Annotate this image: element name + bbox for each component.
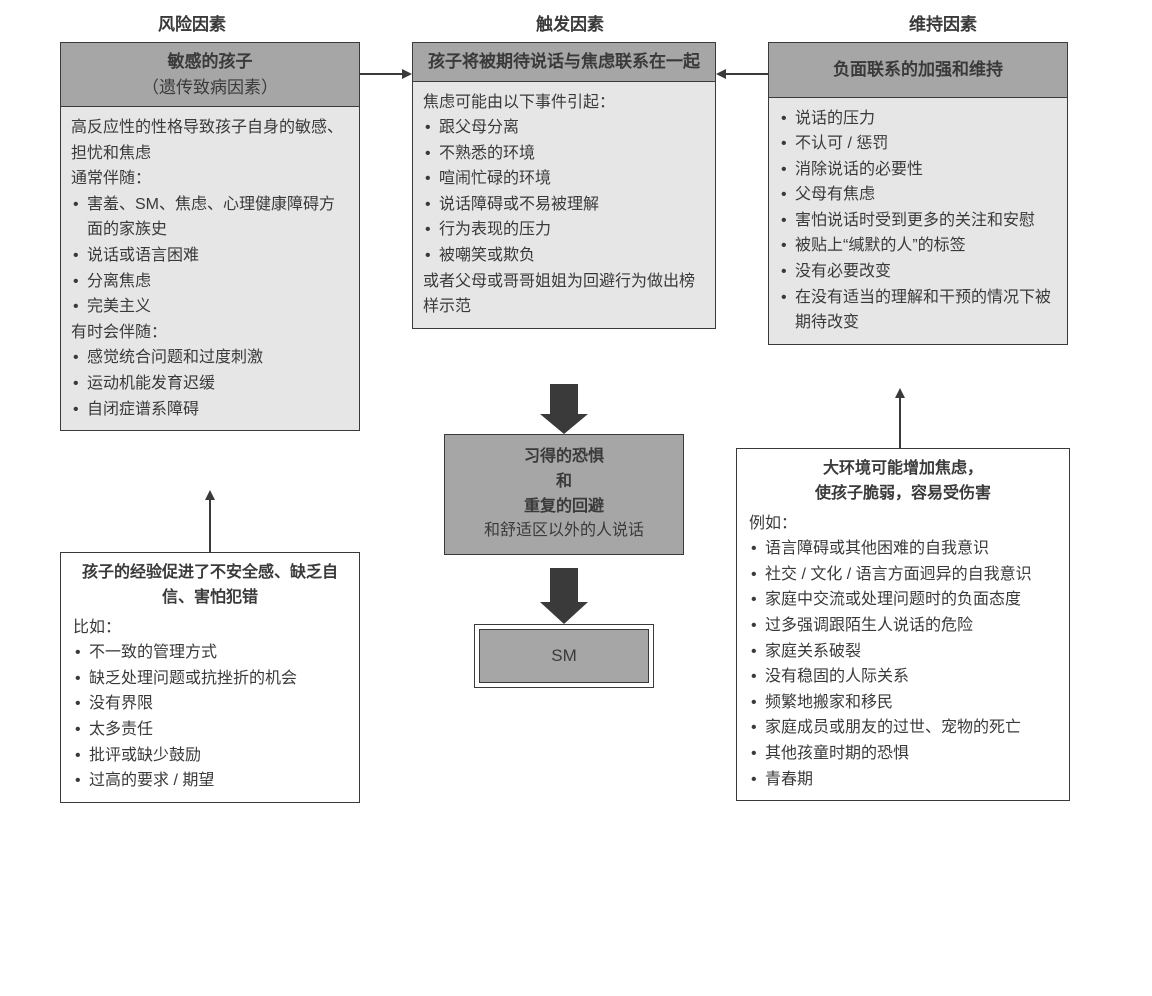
list-item: 没有界限 <box>73 691 347 717</box>
maintain-box: 负面联系的加强和维持 说话的压力 不认可 / 惩罚 消除说话的必要性 父母有焦虑… <box>768 42 1068 345</box>
list-item: 语言障碍或其他困难的自我意识 <box>749 536 1057 562</box>
list-item: 不一致的管理方式 <box>73 640 347 666</box>
list-item: 过多强调跟陌生人说话的危险 <box>749 613 1057 639</box>
column-label-risk: 风险因素 <box>142 10 242 35</box>
experience-title: 孩子的经验促进了不安全感、缺乏自信、害怕犯错 <box>73 561 347 611</box>
risk-box-header: 敏感的孩子 （遗传致病因素） <box>61 43 359 107</box>
experience-box: 孩子的经验促进了不安全感、缺乏自信、害怕犯错 比如： 不一致的管理方式 缺乏处理… <box>60 552 360 803</box>
maintain-box-body: 说话的压力 不认可 / 惩罚 消除说话的必要性 父母有焦虑 害怕说话时受到更多的… <box>769 98 1067 344</box>
list-item: 被贴上“缄默的人”的标签 <box>779 233 1057 259</box>
arrow-trigger-to-fear <box>540 384 588 434</box>
risk-title: 敏感的孩子 <box>69 49 351 75</box>
fear-box: 习得的恐惧 和 重复的回避 和舒适区以外的人说话 <box>444 434 684 555</box>
list-item: 完美主义 <box>71 294 349 320</box>
risk-subtitle: （遗传致病因素） <box>69 75 351 101</box>
risk-box-body: 高反应性的性格导致孩子自身的敏感、担忧和焦虑 通常伴随： 害羞、SM、焦虑、心理… <box>61 107 359 430</box>
list-item: 被嘲笑或欺负 <box>423 243 705 269</box>
sm-label: SM <box>479 629 649 683</box>
risk-sometimes-list: 感觉统合问题和过度刺激 运动机能发育迟缓 自闭症谱系障碍 <box>71 345 349 422</box>
list-item: 分离焦虑 <box>71 269 349 295</box>
column-label-maintain: 维持因素 <box>893 10 993 35</box>
list-item: 家庭关系破裂 <box>749 639 1057 665</box>
fear-l3: 重复的回避 <box>453 495 675 520</box>
list-item: 没有稳固的人际关系 <box>749 664 1057 690</box>
fear-l1: 习得的恐惧 <box>453 445 675 470</box>
environment-title-l1: 大环境可能增加焦虑， <box>823 460 983 477</box>
trigger-box-header: 孩子将被期待说话与焦虑联系在一起 <box>413 43 715 82</box>
list-item: 害羞、SM、焦虑、心理健康障碍方面的家族史 <box>71 192 349 243</box>
list-item: 其他孩童时期的恐惧 <box>749 741 1057 767</box>
list-item: 不熟悉的环境 <box>423 141 705 167</box>
environment-lead: 例如： <box>749 511 1057 537</box>
list-item: 不认可 / 惩罚 <box>779 131 1057 157</box>
list-item: 没有必要改变 <box>779 259 1057 285</box>
list-item: 缺乏处理问题或抗挫折的机会 <box>73 666 347 692</box>
maintain-list: 说话的压力 不认可 / 惩罚 消除说话的必要性 父母有焦虑 害怕说话时受到更多的… <box>779 106 1057 336</box>
risk-box: 敏感的孩子 （遗传致病因素） 高反应性的性格导致孩子自身的敏感、担忧和焦虑 通常… <box>60 42 360 431</box>
trigger-outro: 或者父母或哥哥姐姐为回避行为做出榜样示范 <box>423 269 705 320</box>
list-item: 说话或语言困难 <box>71 243 349 269</box>
risk-intro: 高反应性的性格导致孩子自身的敏感、担忧和焦虑 <box>71 115 349 166</box>
list-item: 在没有适当的理解和干预的情况下被期待改变 <box>779 285 1057 336</box>
list-item: 青春期 <box>749 767 1057 793</box>
column-label-trigger: 触发因素 <box>520 10 620 35</box>
list-item: 家庭中交流或处理问题时的负面态度 <box>749 587 1057 613</box>
list-item: 运动机能发育迟缓 <box>71 371 349 397</box>
list-item: 家庭成员或朋友的过世、宠物的死亡 <box>749 715 1057 741</box>
list-item: 自闭症谱系障碍 <box>71 397 349 423</box>
diagram-canvas: 风险因素 触发因素 维持因素 敏感的孩子 （遗传致病因素） 高反应性的性格导致孩… <box>0 0 1152 996</box>
experience-lead: 比如： <box>73 615 347 641</box>
list-item: 过高的要求 / 期望 <box>73 768 347 794</box>
list-item: 行为表现的压力 <box>423 217 705 243</box>
list-item: 父母有焦虑 <box>779 182 1057 208</box>
environment-title-l2: 使孩子脆弱，容易受伤害 <box>815 485 991 502</box>
list-item: 消除说话的必要性 <box>779 157 1057 183</box>
environment-box: 大环境可能增加焦虑， 使孩子脆弱，容易受伤害 例如： 语言障碍或其他困难的自我意… <box>736 448 1070 801</box>
arrow-fear-to-sm <box>540 568 588 624</box>
list-item: 说话的压力 <box>779 106 1057 132</box>
list-item: 喧闹忙碌的环境 <box>423 166 705 192</box>
maintain-box-header: 负面联系的加强和维持 <box>769 43 1067 98</box>
trigger-box: 孩子将被期待说话与焦虑联系在一起 焦虑可能由以下事件引起： 跟父母分离 不熟悉的… <box>412 42 716 329</box>
list-item: 害怕说话时受到更多的关注和安慰 <box>779 208 1057 234</box>
list-item: 感觉统合问题和过度刺激 <box>71 345 349 371</box>
environment-list: 语言障碍或其他困难的自我意识 社交 / 文化 / 语言方面迥异的自我意识 家庭中… <box>749 536 1057 792</box>
list-item: 频繁地搬家和移民 <box>749 690 1057 716</box>
trigger-box-body: 焦虑可能由以下事件引起： 跟父母分离 不熟悉的环境 喧闹忙碌的环境 说话障碍或不… <box>413 82 715 328</box>
risk-often-list: 害羞、SM、焦虑、心理健康障碍方面的家族史 说话或语言困难 分离焦虑 完美主义 <box>71 192 349 320</box>
fear-l4: 和舒适区以外的人说话 <box>453 519 675 544</box>
environment-title: 大环境可能增加焦虑， 使孩子脆弱，容易受伤害 <box>749 457 1057 507</box>
list-item: 社交 / 文化 / 语言方面迥异的自我意识 <box>749 562 1057 588</box>
list-item: 太多责任 <box>73 717 347 743</box>
list-item: 批评或缺少鼓励 <box>73 743 347 769</box>
risk-sometimes-label: 有时会伴随： <box>71 320 349 346</box>
sm-box: SM <box>474 624 654 688</box>
trigger-title: 孩子将被期待说话与焦虑联系在一起 <box>421 49 707 75</box>
risk-often-label: 通常伴随： <box>71 166 349 192</box>
trigger-list: 跟父母分离 不熟悉的环境 喧闹忙碌的环境 说话障碍或不易被理解 行为表现的压力 … <box>423 115 705 269</box>
maintain-title: 负面联系的加强和维持 <box>777 57 1059 83</box>
trigger-intro: 焦虑可能由以下事件引起： <box>423 90 705 116</box>
fear-l2: 和 <box>453 470 675 495</box>
list-item: 跟父母分离 <box>423 115 705 141</box>
experience-list: 不一致的管理方式 缺乏处理问题或抗挫折的机会 没有界限 太多责任 批评或缺少鼓励… <box>73 640 347 794</box>
list-item: 说话障碍或不易被理解 <box>423 192 705 218</box>
